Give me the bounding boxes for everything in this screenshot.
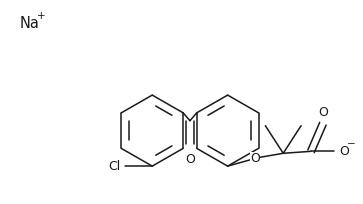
Text: O: O — [250, 152, 260, 165]
Text: O: O — [185, 153, 195, 166]
Text: O: O — [339, 145, 349, 158]
Text: O: O — [318, 106, 328, 119]
Text: −: − — [347, 139, 355, 149]
Text: Na: Na — [19, 16, 39, 31]
Text: +: + — [37, 11, 46, 21]
Text: Cl: Cl — [108, 160, 121, 173]
